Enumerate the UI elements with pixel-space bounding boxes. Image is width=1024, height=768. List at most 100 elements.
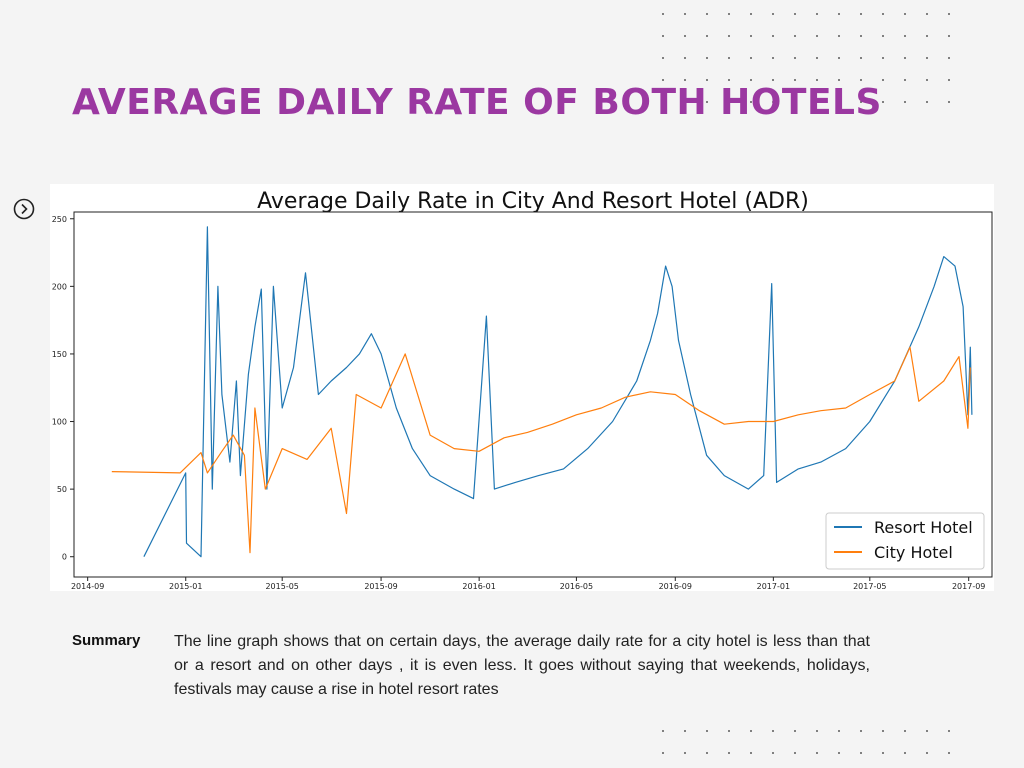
x-tick-label: 2015-01 <box>169 582 202 591</box>
dot <box>860 752 862 754</box>
dot <box>750 79 752 81</box>
dot <box>926 57 928 59</box>
dot <box>706 35 708 37</box>
series-line-resort-hotel <box>143 226 973 558</box>
dot <box>860 13 862 15</box>
dot <box>838 57 840 59</box>
y-tick-label: 0 <box>62 553 67 562</box>
dot <box>816 13 818 15</box>
x-tick-label: 2016-05 <box>560 582 593 591</box>
dot <box>860 79 862 81</box>
dot <box>904 35 906 37</box>
dot <box>728 35 730 37</box>
dot <box>684 101 686 103</box>
dot <box>904 79 906 81</box>
chart-title: Average Daily Rate in City And Resort Ho… <box>257 189 809 214</box>
dot <box>662 730 664 732</box>
dot <box>860 101 862 103</box>
dot <box>750 730 752 732</box>
dot <box>706 752 708 754</box>
dot <box>662 57 664 59</box>
dot <box>728 101 730 103</box>
x-tick-label: 2015-09 <box>364 582 397 591</box>
dot <box>684 752 686 754</box>
dot <box>706 101 708 103</box>
dot <box>882 79 884 81</box>
dot <box>772 35 774 37</box>
dot <box>706 13 708 15</box>
dot <box>948 79 950 81</box>
next-slide-button[interactable] <box>13 198 35 220</box>
dot <box>662 752 664 754</box>
dot <box>662 13 664 15</box>
x-tick-label: 2016-09 <box>659 582 692 591</box>
dot <box>882 35 884 37</box>
dot <box>904 57 906 59</box>
dot <box>706 730 708 732</box>
dot <box>948 35 950 37</box>
dot <box>948 13 950 15</box>
page-title: AVERAGE DAILY RATE OF BOTH HOTELS <box>72 82 882 123</box>
dot <box>728 752 730 754</box>
y-tick-label: 100 <box>52 418 67 427</box>
dot <box>838 752 840 754</box>
dot <box>816 730 818 732</box>
dot <box>904 13 906 15</box>
dot <box>926 752 928 754</box>
dot <box>662 79 664 81</box>
dot <box>706 57 708 59</box>
dot <box>684 57 686 59</box>
chevron-right-circle-icon <box>13 198 35 220</box>
dot <box>750 57 752 59</box>
dot <box>728 79 730 81</box>
dot <box>948 730 950 732</box>
summary-text: The line graph shows that on certain day… <box>174 633 870 698</box>
dot <box>860 57 862 59</box>
dot <box>772 57 774 59</box>
dot <box>882 730 884 732</box>
dot <box>794 752 796 754</box>
y-tick-label: 250 <box>52 215 67 224</box>
dot <box>816 35 818 37</box>
dot <box>904 730 906 732</box>
dot <box>772 730 774 732</box>
dot <box>926 101 928 103</box>
dot <box>838 13 840 15</box>
dot <box>816 79 818 81</box>
adr-chart: Average Daily Rate in City And Resort Ho… <box>50 184 994 591</box>
legend: Resort Hotel City Hotel <box>825 512 985 570</box>
dot <box>860 35 862 37</box>
y-tick-label: 50 <box>57 485 67 494</box>
dot <box>948 101 950 103</box>
summary-label: Summary <box>72 632 141 649</box>
dot <box>882 57 884 59</box>
dot <box>728 730 730 732</box>
x-tick-label: 2017-09 <box>952 582 985 591</box>
x-tick-label: 2017-05 <box>853 582 886 591</box>
dot <box>816 752 818 754</box>
dot <box>794 13 796 15</box>
dot <box>904 101 906 103</box>
x-tick-label: 2017-01 <box>757 582 790 591</box>
dot <box>772 752 774 754</box>
dot <box>750 101 752 103</box>
dot <box>728 57 730 59</box>
dot <box>662 35 664 37</box>
y-tick-label: 150 <box>52 350 67 359</box>
dot <box>948 57 950 59</box>
dot <box>684 13 686 15</box>
x-tick-label: 2016-01 <box>462 582 495 591</box>
dot <box>684 35 686 37</box>
dot <box>926 35 928 37</box>
dot <box>684 79 686 81</box>
dot <box>728 13 730 15</box>
dot <box>684 730 686 732</box>
dot <box>926 730 928 732</box>
x-tick-label: 2015-05 <box>265 582 298 591</box>
dot <box>926 13 928 15</box>
dot <box>794 79 796 81</box>
dot <box>794 101 796 103</box>
dot <box>750 13 752 15</box>
dot <box>816 101 818 103</box>
y-tick-label: 200 <box>52 282 67 291</box>
